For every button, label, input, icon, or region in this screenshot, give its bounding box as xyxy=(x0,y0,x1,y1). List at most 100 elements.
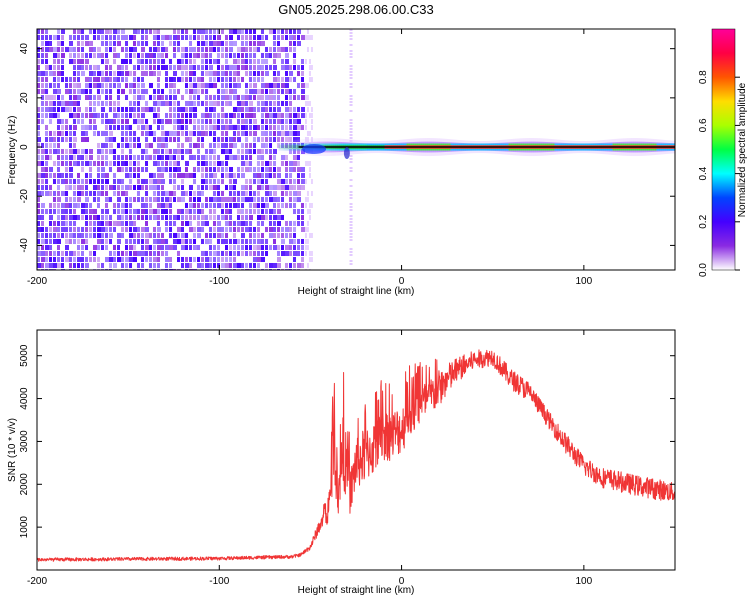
spectrogram-cell xyxy=(81,47,84,52)
spectrogram-cell xyxy=(157,215,160,220)
spectrogram-cell xyxy=(193,113,197,118)
spectrogram-cell xyxy=(233,191,236,196)
spectrogram-cell xyxy=(193,59,196,64)
spectrogram-cell xyxy=(261,101,265,106)
spectrogram-cell xyxy=(105,215,108,220)
spectrogram-cell xyxy=(281,125,284,130)
spectrogram-cell xyxy=(117,71,121,76)
spectrogram-cell xyxy=(249,107,253,112)
spectrogram-cell xyxy=(153,245,156,250)
spectrogram-cell xyxy=(81,167,84,172)
spectrogram-cell xyxy=(257,167,260,172)
spectrogram-cell xyxy=(285,185,289,190)
spectrogram-cell xyxy=(249,221,252,226)
spectrogram-cell xyxy=(245,47,248,52)
spectrogram-cell xyxy=(261,251,264,256)
spectrogram-cell xyxy=(77,119,80,124)
spectrogram-cell xyxy=(85,107,88,112)
spectrogram-cell xyxy=(181,257,184,262)
spectrogram-cell xyxy=(181,245,185,250)
spectrogram-cell xyxy=(37,233,40,238)
spectrogram-cell xyxy=(257,233,260,238)
spectrogram-cell xyxy=(185,59,188,64)
spectrogram-cell xyxy=(129,167,132,172)
spectrogram-cell xyxy=(249,125,252,130)
spectrogram-cell xyxy=(57,251,60,256)
spectrogram-cell xyxy=(57,41,61,46)
spectrogram-cell xyxy=(137,83,140,88)
spectrogram-cell xyxy=(245,239,248,244)
spectrogram-cell xyxy=(105,209,109,214)
spectrogram-cell xyxy=(289,167,293,172)
spectrogram-cell xyxy=(121,179,124,184)
spectrogram-cell xyxy=(77,203,80,208)
spectrogram-cell xyxy=(201,251,205,256)
spectrogram-cell xyxy=(277,77,280,82)
spectrogram-cell xyxy=(61,221,65,226)
spectrogram-cell xyxy=(37,71,41,76)
spectrogram-cell xyxy=(249,83,252,88)
spectrogram-cell xyxy=(81,65,84,70)
spectrogram-cell xyxy=(41,215,44,220)
spectrogram-cell xyxy=(310,65,313,70)
spectrogram-cell xyxy=(237,155,240,160)
spectrogram-cell xyxy=(97,179,100,184)
spectrogram-cell xyxy=(173,131,177,136)
spectrogram-cell xyxy=(257,191,260,196)
spectrogram-cell xyxy=(137,227,140,232)
spectrogram-cell xyxy=(165,119,169,124)
spectrogram-cell xyxy=(193,35,196,40)
spectrogram-cell xyxy=(81,263,84,268)
spectrogram-cell xyxy=(213,149,216,154)
spectrogram-cell xyxy=(101,89,104,94)
spectrogram-cell xyxy=(145,125,149,130)
spectrogram-cell xyxy=(121,77,124,82)
spectrogram-cell xyxy=(197,197,201,202)
spectrogram-cell xyxy=(189,143,192,148)
spectrogram-cell xyxy=(37,59,40,64)
spectrogram-cell xyxy=(89,149,93,154)
spectrogram-cell xyxy=(261,125,264,130)
spectrogram-cell xyxy=(125,203,128,208)
spectrogram-cell xyxy=(293,209,296,214)
spectrogram-cell xyxy=(37,191,41,196)
spectrogram-cell xyxy=(81,59,84,64)
spectrogram-cell xyxy=(169,131,173,136)
spectrogram-cell xyxy=(185,77,188,82)
spectrogram-cell xyxy=(169,197,172,202)
spectrogram-cell xyxy=(209,227,212,232)
spectrogram-cell xyxy=(177,185,180,190)
spectrogram-cell xyxy=(129,137,132,142)
spectrogram-cell xyxy=(273,47,276,52)
spectrogram-cell xyxy=(125,59,128,64)
spectrogram-cell xyxy=(61,59,64,64)
spectrogram-cell xyxy=(185,245,188,250)
spectrogram-cell xyxy=(269,173,272,178)
spectrogram-cell xyxy=(53,161,56,166)
spectrogram-cell xyxy=(125,137,128,142)
spectrogram-cell xyxy=(241,161,245,166)
spectrogram-cell xyxy=(173,239,177,244)
spectrogram-cell xyxy=(185,239,188,244)
spectrogram-cell xyxy=(121,221,124,226)
spectrogram-cell xyxy=(53,101,56,106)
spectrogram-cell xyxy=(97,233,101,238)
spectrogram-cell xyxy=(229,119,232,124)
spectrogram-cell xyxy=(145,167,148,172)
spectrogram-cell xyxy=(129,161,132,166)
spectrogram-cell xyxy=(101,233,104,238)
spectrogram-cell xyxy=(177,197,181,202)
spectrogram-cell xyxy=(97,77,100,82)
spectrogram-cell xyxy=(153,161,157,166)
spectrogram-cell xyxy=(125,143,129,148)
spectrogram-cell xyxy=(85,77,89,82)
spectrogram-cell xyxy=(229,173,233,178)
spectrogram-cell xyxy=(109,71,112,76)
spectrogram-cell xyxy=(69,83,72,88)
spectrogram-cell xyxy=(289,173,292,178)
spectrogram-cell xyxy=(49,41,52,46)
spectrogram-cell xyxy=(285,107,289,112)
spectrogram-cell xyxy=(225,125,229,130)
spectrogram-cell xyxy=(225,137,228,142)
spectrogram-cell xyxy=(89,179,92,184)
